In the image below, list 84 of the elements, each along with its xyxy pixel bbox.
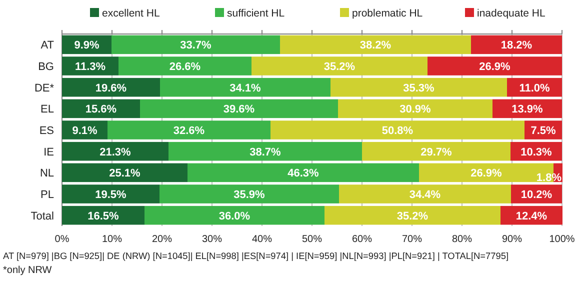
x-tick-label: 20% <box>152 234 172 245</box>
y-tick-label: PL <box>40 189 54 201</box>
data-label: 34.1% <box>230 82 262 94</box>
bar <box>362 142 510 161</box>
data-label: 25.1% <box>109 168 141 180</box>
y-tick-label: IE <box>44 146 54 158</box>
y-tick-label: NL <box>40 168 54 180</box>
data-label: 36.0% <box>218 210 250 222</box>
data-label: 10.2% <box>520 189 552 201</box>
data-label: 9.1% <box>72 125 98 137</box>
data-label: 35.3% <box>403 82 435 94</box>
data-label: 38.7% <box>250 146 282 158</box>
bar <box>338 99 492 118</box>
data-label: 26.9% <box>479 61 511 73</box>
bar <box>428 56 562 76</box>
data-label: 11.0% <box>519 82 550 94</box>
data-label: 18.2% <box>500 40 532 52</box>
x-tick-label: 80% <box>452 234 472 245</box>
bar <box>324 206 500 225</box>
x-tick-label: 10% <box>102 234 122 245</box>
bar <box>270 120 524 140</box>
legend-label: problematic HL <box>352 8 423 20</box>
data-label: 46.3% <box>288 168 320 180</box>
bar <box>339 184 511 204</box>
bar <box>62 184 160 204</box>
x-tick-label: 70% <box>402 234 422 245</box>
data-label: 50.8% <box>382 125 414 137</box>
legend-label: sufficient HL <box>227 8 285 20</box>
bar <box>144 206 324 225</box>
y-tick-label: DE* <box>34 82 55 94</box>
data-label: 35.2% <box>396 210 428 222</box>
bar <box>280 35 471 54</box>
data-label: 12.4% <box>516 210 548 222</box>
bar <box>160 184 339 204</box>
data-label: 35.9% <box>234 189 266 201</box>
data-label: 30.9% <box>400 104 432 116</box>
bar <box>62 142 168 161</box>
x-tick-label: 30% <box>202 234 222 245</box>
bar <box>112 35 280 54</box>
data-label: 11.3% <box>74 61 106 73</box>
data-label: 15.6% <box>85 104 117 116</box>
data-label: 32.6% <box>173 125 205 137</box>
legend-label: excellent HL <box>102 8 160 20</box>
y-tick-label: AT <box>40 40 54 52</box>
data-label: 9.9% <box>74 40 100 52</box>
data-label: 19.5% <box>95 189 127 201</box>
y-tick-label: EL <box>40 104 54 116</box>
x-tick-label: 0% <box>54 234 70 245</box>
x-tick-label: 100% <box>549 234 575 245</box>
data-label: 13.9% <box>512 104 544 116</box>
data-label: 19.6% <box>95 82 127 94</box>
bar <box>62 163 188 182</box>
data-label: 21.3% <box>100 146 132 158</box>
bar <box>471 35 562 54</box>
data-label: 35.2% <box>324 61 356 73</box>
y-tick-label: Total <box>30 210 54 222</box>
data-label: 38.2% <box>360 40 392 52</box>
bar <box>168 142 362 161</box>
data-label: 26.9% <box>470 168 502 180</box>
x-tick-label: 90% <box>502 234 522 245</box>
x-tick-label: 50% <box>302 234 322 245</box>
bar <box>330 78 507 97</box>
bar <box>62 78 160 97</box>
bar <box>160 78 330 97</box>
bar <box>108 120 270 140</box>
bar <box>188 163 419 182</box>
bar <box>140 99 338 118</box>
data-label: 33.7% <box>180 40 212 52</box>
text: *only NRW <box>3 265 52 276</box>
legend-label: inadequate HL <box>477 8 546 20</box>
data-label: 39.6% <box>223 104 255 116</box>
data-label: 16.5% <box>88 210 120 222</box>
data-label: 10.3% <box>520 146 552 158</box>
data-label: 34.4% <box>409 189 441 201</box>
y-tick-label: ES <box>39 125 54 137</box>
data-label: 26.6% <box>169 61 201 73</box>
x-tick-label: 60% <box>352 234 372 245</box>
bar <box>252 56 428 76</box>
y-tick-label: BG <box>38 61 54 73</box>
x-tick-label: 40% <box>252 234 272 245</box>
text: AT [N=979] |BG [N=925]| DE (NRW) [N=1045]| EL[N=998] |ES[N=974] | IE[N=959] |NL[N=993] |PL[N=921] | TOTAL[N=7795] <box>3 251 509 261</box>
data-label: 29.7% <box>420 146 452 158</box>
data-label: 7.5% <box>530 125 556 137</box>
bar <box>118 56 252 76</box>
